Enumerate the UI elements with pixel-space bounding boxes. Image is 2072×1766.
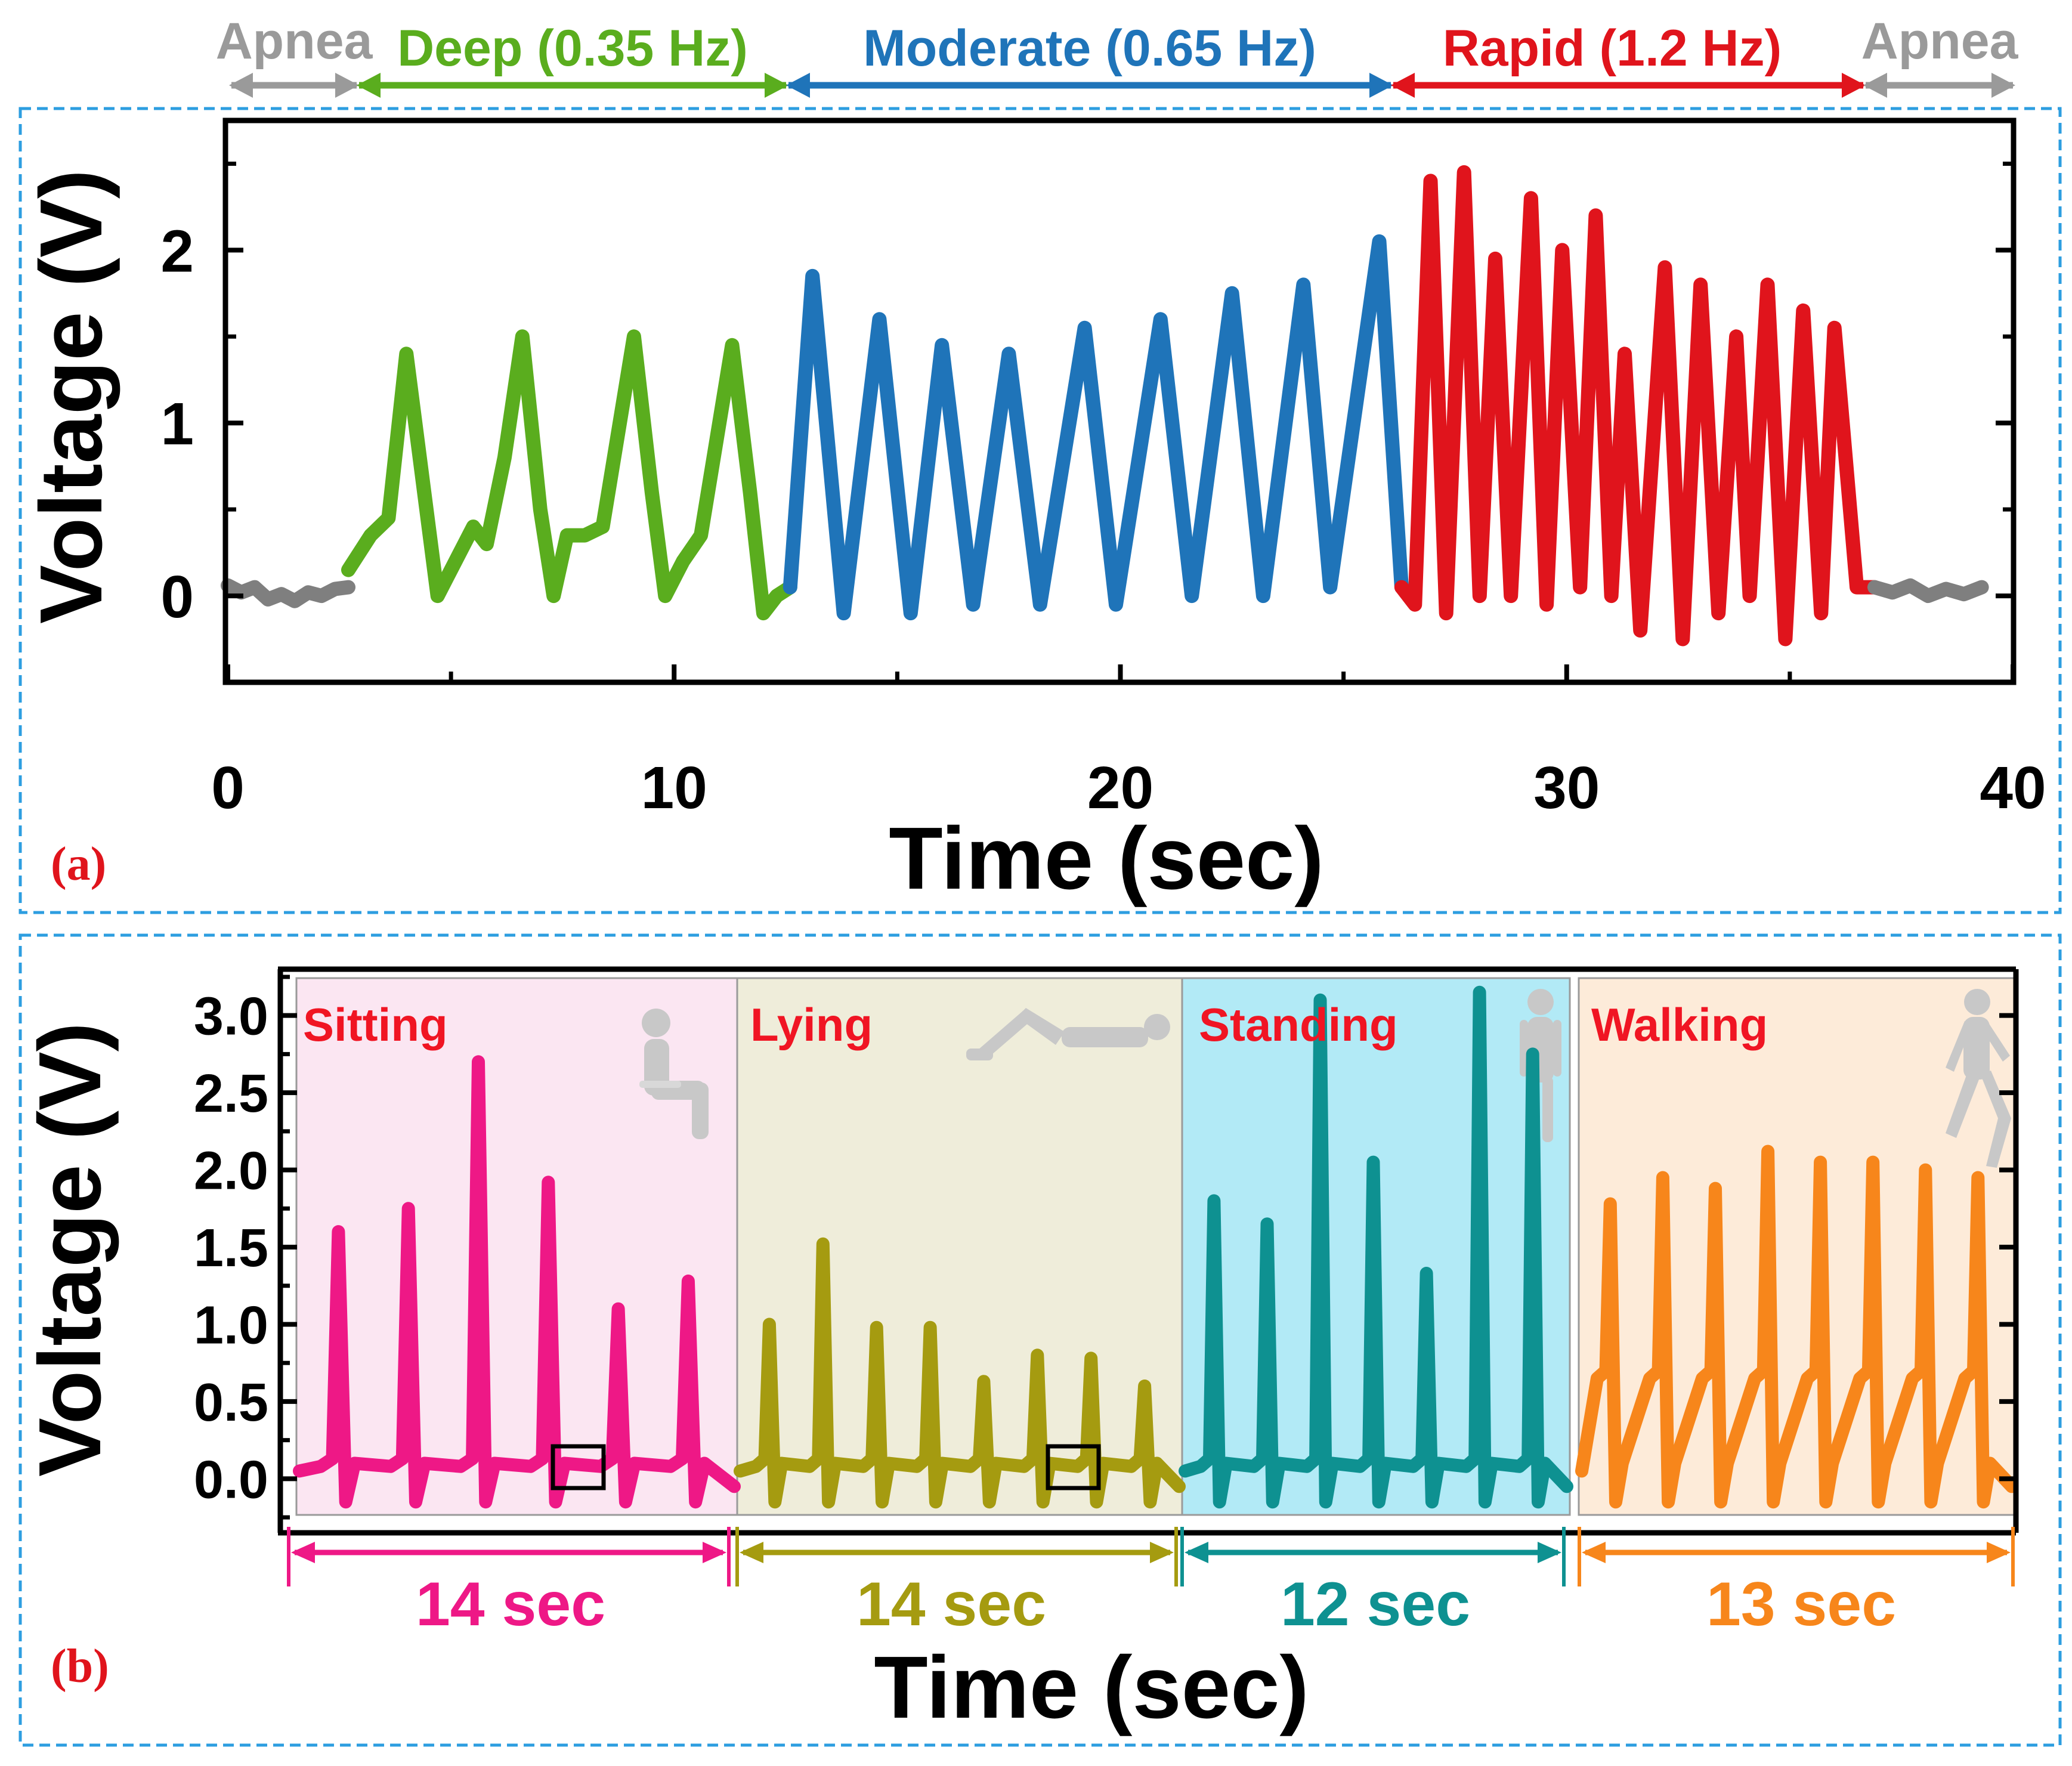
region-arrow-rapid bbox=[1391, 73, 1866, 98]
series-line-walking bbox=[1575, 1145, 2018, 1509]
region-arrow-apnea-left bbox=[229, 73, 359, 98]
region-arrow-head-left bbox=[1863, 73, 1887, 98]
duration-arrow-head-left bbox=[1582, 1542, 1606, 1563]
region-label-deep: Deep (0.35 Hz) bbox=[397, 20, 748, 77]
panel-b-ticks: 0.0 0.5 1.0 1.5 2.0 2.5 3.0 bbox=[194, 975, 2015, 1520]
activity-background-sitting bbox=[295, 977, 738, 1516]
region-arrow-head-right bbox=[1842, 73, 1866, 98]
series-line-sitting bbox=[293, 1055, 741, 1509]
region-arrow-head-right bbox=[765, 73, 788, 98]
region-arrow-head-right bbox=[1991, 73, 2015, 98]
region-arrow-head-left bbox=[1391, 73, 1415, 98]
x-tick-label: 40 bbox=[1980, 754, 2046, 821]
y-tick-label: 0 bbox=[160, 564, 194, 630]
duration-label-walking: 13 sec bbox=[1706, 1570, 1896, 1639]
panel-a-ylabel: Voltage (V) bbox=[22, 169, 120, 624]
activity-label-sitting: Sitting bbox=[303, 998, 448, 1051]
y-tick-label: 1.5 bbox=[194, 1218, 268, 1278]
y-tick-label: 0.0 bbox=[194, 1450, 268, 1510]
x-tick-label: 30 bbox=[1533, 754, 1600, 821]
duration-arrow-head-right bbox=[1538, 1542, 1561, 1563]
duration-arrow-head-right bbox=[703, 1542, 726, 1563]
panel-b-duration-arrows bbox=[287, 1527, 2015, 1586]
series-line-3 bbox=[1394, 165, 1882, 647]
x-tick-label: 20 bbox=[1087, 754, 1153, 821]
series-line-0 bbox=[221, 578, 355, 608]
x-tick-label: 10 bbox=[641, 754, 707, 821]
region-label-rapid: Rapid (1.2 Hz) bbox=[1443, 20, 1782, 77]
region-arrow-deep bbox=[357, 73, 788, 98]
y-tick-label: 3.0 bbox=[194, 987, 268, 1047]
panel-b-activity-backgrounds bbox=[295, 977, 2016, 1516]
duration-arrow-head-right bbox=[1150, 1542, 1174, 1563]
y-tick-label: 0.5 bbox=[194, 1373, 268, 1433]
activity-label-standing: Standing bbox=[1199, 998, 1398, 1051]
panel-b-series-group bbox=[293, 985, 2018, 1509]
panel-a-plot-area: 0 10 20 30 40 0 1 2 bbox=[160, 117, 2046, 821]
region-arrow-moderate bbox=[786, 73, 1393, 98]
panel-a-label: (a) bbox=[51, 838, 106, 890]
walking-person-icon bbox=[1946, 989, 2011, 1168]
panel-b-ylabel: Voltage (V) bbox=[21, 1022, 119, 1477]
region-label-apnea-left: Apnea bbox=[216, 13, 373, 70]
panel-a-region-arrows bbox=[229, 73, 2015, 98]
x-tick-label: 0 bbox=[211, 754, 245, 821]
series-line-lying bbox=[734, 1237, 1186, 1509]
duration-label-lying: 14 sec bbox=[856, 1570, 1046, 1639]
panel-b-plot-area: 0.0 0.5 1.0 1.5 2.0 2.5 3.0 bbox=[194, 966, 2019, 1536]
zoom-box-sitting bbox=[551, 1444, 606, 1490]
series-line-2 bbox=[783, 234, 1409, 621]
series-line-1 bbox=[341, 329, 797, 621]
sitting-person-icon bbox=[639, 1009, 709, 1139]
region-arrow-head-right bbox=[1369, 73, 1393, 98]
region-arrow-head-left bbox=[786, 73, 810, 98]
panel-b-xlabel: Time (sec) bbox=[874, 1638, 1309, 1737]
duration-label-sitting: 14 sec bbox=[416, 1570, 605, 1639]
region-label-moderate: Moderate (0.65 Hz) bbox=[863, 20, 1316, 77]
panel-b-activity-labels: Sitting Lying Standing Walking bbox=[303, 998, 1768, 1051]
duration-arrow-head-left bbox=[291, 1542, 315, 1563]
duration-label-standing: 12 sec bbox=[1281, 1570, 1470, 1639]
panel-b-frame bbox=[18, 933, 2062, 1747]
zoom-box-lying bbox=[1046, 1444, 1101, 1490]
panel-a-frame bbox=[18, 107, 2062, 914]
y-tick-label: 2 bbox=[160, 218, 194, 284]
region-arrow-head-left bbox=[229, 73, 253, 98]
y-tick-label: 2.5 bbox=[194, 1064, 268, 1124]
panel-b-label: (b) bbox=[51, 1640, 109, 1693]
region-arrow-head-left bbox=[357, 73, 381, 98]
series-line-4 bbox=[1867, 578, 1989, 604]
duration-arrow-head-left bbox=[1185, 1542, 1208, 1563]
panel-a-ticks: 0 10 20 30 40 0 1 2 bbox=[160, 161, 2046, 821]
duration-arrow-head-left bbox=[740, 1542, 763, 1563]
duration-arrow-head-right bbox=[1987, 1542, 2011, 1563]
panel-a-xlabel: Time (sec) bbox=[889, 809, 1323, 908]
region-arrow-apnea-right bbox=[1863, 73, 2015, 98]
lying-person-icon bbox=[966, 1008, 1170, 1060]
activity-background-lying bbox=[736, 977, 1183, 1516]
activity-label-lying: Lying bbox=[750, 998, 873, 1051]
region-arrow-head-right bbox=[335, 73, 359, 98]
panel-a-series-group bbox=[221, 165, 1989, 647]
activity-label-walking: Walking bbox=[1591, 998, 1768, 1051]
y-tick-label: 1.0 bbox=[194, 1295, 268, 1355]
series-line-standing bbox=[1179, 985, 1573, 1509]
y-tick-label: 1 bbox=[160, 391, 194, 457]
y-tick-label: 2.0 bbox=[194, 1142, 268, 1201]
region-label-apnea-right: Apnea bbox=[1861, 13, 2019, 70]
